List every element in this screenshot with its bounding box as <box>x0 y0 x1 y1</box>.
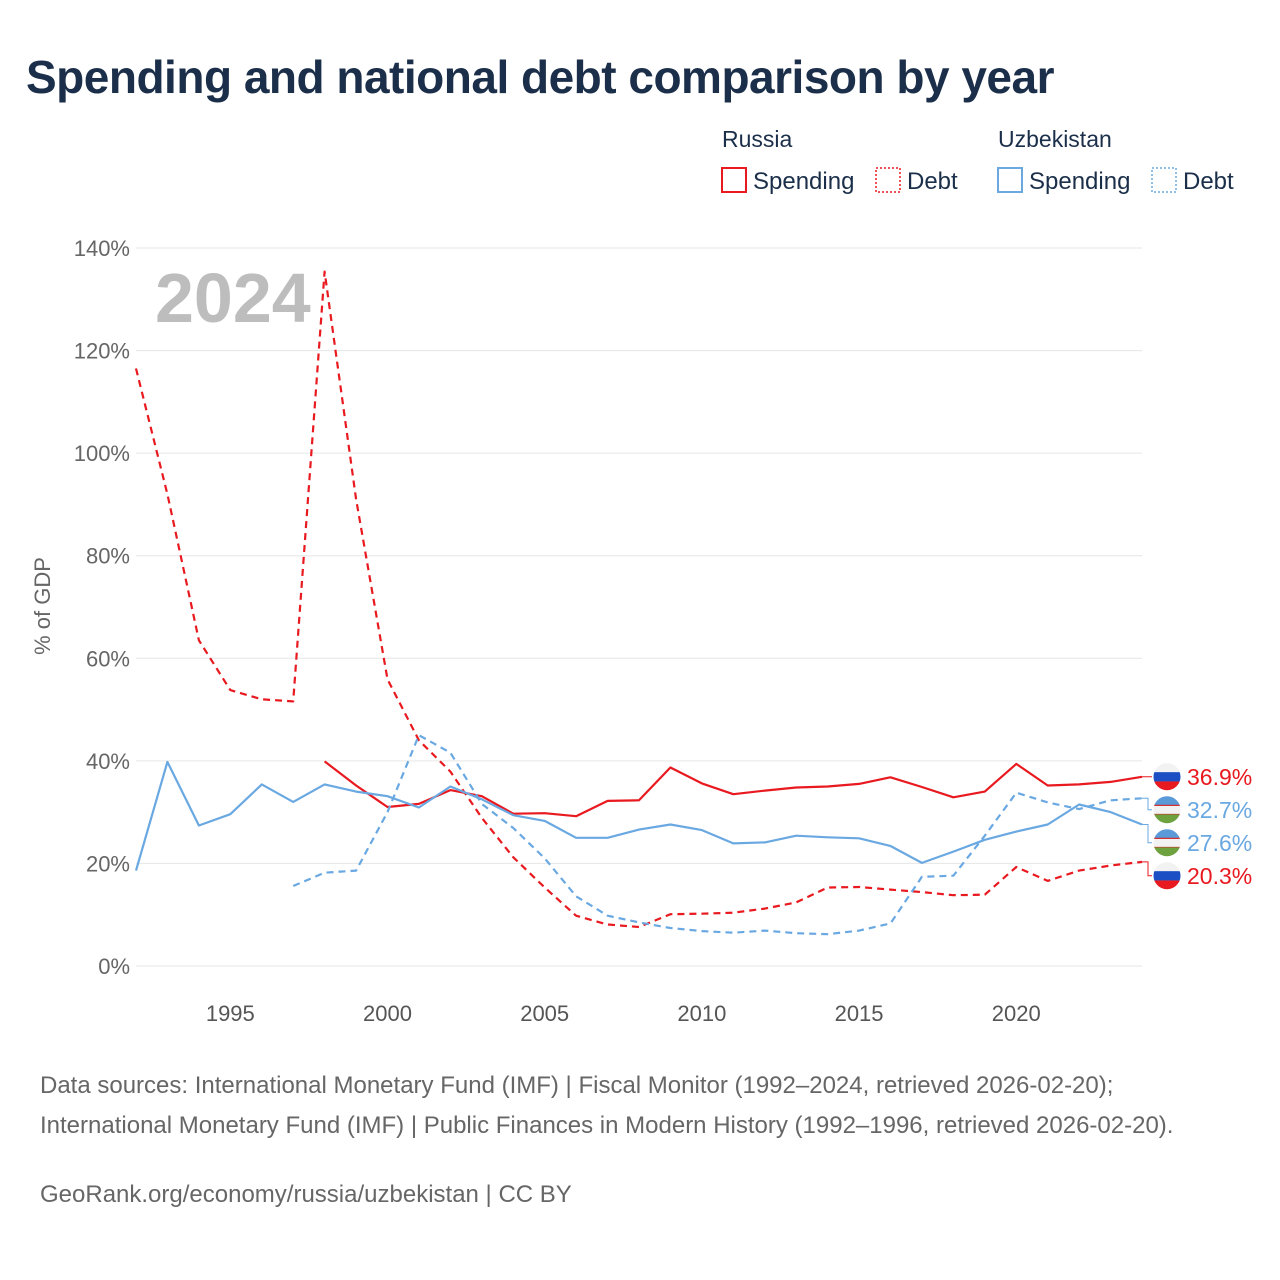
x-tick-label: 2010 <box>677 1001 726 1026</box>
x-tick-label: 1995 <box>206 1001 255 1026</box>
grid <box>136 247 1142 967</box>
legend-swatch-russia-spending <box>721 167 747 193</box>
legend-label-uzbekistan-debt: Debt <box>1183 168 1234 195</box>
x-tick-label: 2015 <box>835 1001 884 1026</box>
chart-title: Spending and national debt comparison by… <box>26 51 1055 103</box>
y-tick-label: 100% <box>74 441 130 466</box>
uzbekistan-spending-connector <box>1142 823 1152 844</box>
y-tick-label: 40% <box>86 749 130 774</box>
legend-label-russia-spending: Spending <box>753 168 854 195</box>
legend-label-uzbekistan-spending: Spending <box>1029 168 1130 195</box>
legend-swatch-russia-debt <box>875 167 901 193</box>
legend-swatch-uzbekistan-spending <box>997 167 1023 193</box>
data-sources: Data sources: International Monetary Fun… <box>40 1072 1174 1139</box>
x-tick-label: 2005 <box>520 1001 569 1026</box>
legend-title-russia: Russia <box>722 126 793 152</box>
y-tick-label: 140% <box>74 236 130 261</box>
russia-debt-end-label: 20.3% <box>1187 863 1252 889</box>
uzbekistan-spending-line <box>134 760 1143 871</box>
legend-swatch-uzbekistan-debt <box>1151 167 1177 193</box>
credit-link[interactable]: GeoRank.org/economy/russia/uzbekistan | … <box>40 1181 572 1208</box>
russia-spending-end-label: 36.9% <box>1187 764 1252 790</box>
y-axis-label: % of GDP <box>30 557 55 655</box>
legend-title-uzbekistan: Uzbekistan <box>998 126 1112 152</box>
russia-debt-line <box>134 270 1143 929</box>
end-labels: 36.9% 32.7% 27.6% 20.3% <box>1142 762 1252 891</box>
series-lines <box>134 270 1143 936</box>
russia-debt-connector <box>1142 861 1152 877</box>
uzbekistan-spending-end-label: 27.6% <box>1187 830 1252 856</box>
chart: 2024 % of GDP 0% 20% 40% 60% 80% 100% 120% 140%… <box>30 126 1252 1026</box>
russia-spending-flag-icon <box>1152 762 1182 792</box>
legend: Russia Spending Debt Uzbekistan Spending Debt <box>721 126 1234 195</box>
year-watermark: 2024 <box>155 259 311 337</box>
russia-spending-line <box>323 760 1143 818</box>
russia-debt-flag-icon <box>1152 861 1182 891</box>
x-ticks: 1995 2000 2005 2010 2015 2020 <box>206 1001 1041 1026</box>
y-tick-label: 120% <box>74 339 130 364</box>
x-tick-label: 2020 <box>992 1001 1041 1026</box>
uzbekistan-spending-flag-icon <box>1152 828 1182 858</box>
y-ticks: 0% 20% 40% 60% 80% 100% 120% 140% <box>74 236 130 979</box>
y-tick-label: 60% <box>86 646 130 671</box>
x-tick-label: 2000 <box>363 1001 412 1026</box>
y-tick-label: 80% <box>86 544 130 569</box>
uzbekistan-debt-flag-icon <box>1152 795 1182 825</box>
legend-label-russia-debt: Debt <box>907 168 958 195</box>
uzbekistan-debt-connector <box>1142 797 1152 811</box>
y-tick-label: 0% <box>98 954 130 979</box>
y-tick-label: 20% <box>86 851 130 876</box>
uzbekistan-debt-end-label: 32.7% <box>1187 797 1252 823</box>
uzbekistan-debt-line <box>292 734 1143 936</box>
